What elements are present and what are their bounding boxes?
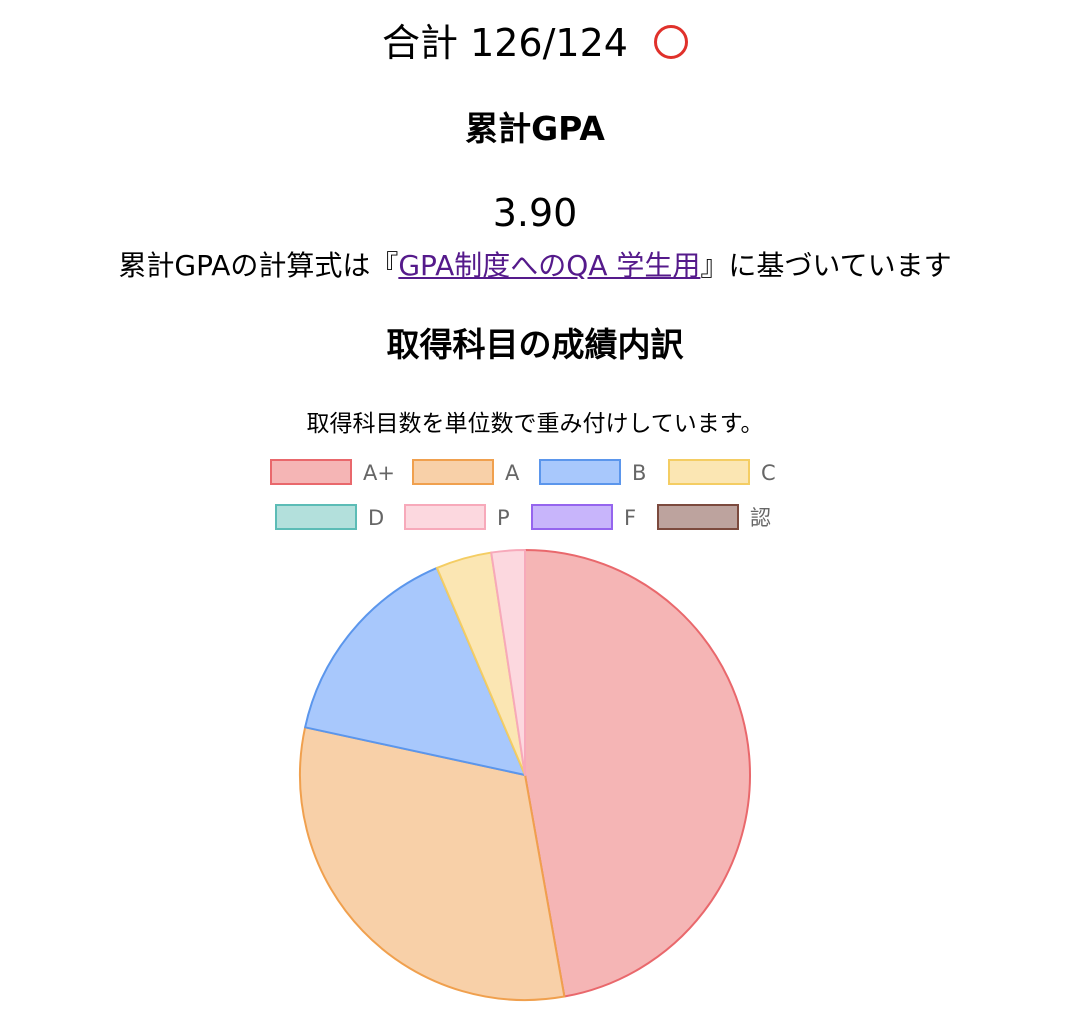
gpa-heading: 累計GPA — [465, 109, 605, 148]
legend-swatch-3[interactable] — [668, 459, 750, 485]
legend-label-7[interactable]: 認 — [750, 506, 771, 530]
legend-label-0[interactable]: A+ — [363, 461, 395, 485]
legend-label-5[interactable]: P — [497, 506, 510, 530]
gpa-note-prefix: 累計GPAの計算式は『 — [118, 249, 399, 282]
legend-label-1[interactable]: A — [505, 461, 520, 485]
legend-swatch-7[interactable] — [657, 504, 739, 530]
legend-swatch-4[interactable] — [275, 504, 357, 530]
pass-circle-icon — [654, 24, 689, 59]
legend-swatch-6[interactable] — [531, 504, 613, 530]
chart-subtitle: 取得科目数を単位数で重み付けしています。 — [306, 411, 764, 437]
legend-swatch-5[interactable] — [404, 504, 486, 530]
gpa-qa-link[interactable]: GPA制度へのQA 学生用 — [398, 249, 701, 282]
gpa-value: 3.90 — [492, 191, 578, 235]
credit-total-label: 合計 — [381, 21, 458, 65]
grade-pie-chart: A+ A B C D P F 認 — [270, 459, 776, 1001]
legend-swatch-1[interactable] — [412, 459, 494, 485]
legend-label-3[interactable]: C — [761, 461, 776, 485]
pie-slice-5[interactable] — [490, 549, 526, 776]
gpa-note-suffix: 』に基づいています — [700, 249, 952, 282]
legend-swatch-2[interactable] — [539, 459, 621, 485]
legend-label-2[interactable]: B — [632, 461, 646, 485]
credit-total-value: 126/124 — [470, 21, 628, 65]
gpa-note: 累計GPAの計算式は『GPA制度へのQA 学生用』に基づいています — [0, 246, 1070, 286]
legend-label-6[interactable]: F — [624, 506, 636, 530]
legend-label-4[interactable]: D — [368, 506, 384, 530]
chart-legend: A+ A B C D P F 認 — [270, 459, 776, 530]
breakdown-heading: 取得科目の成績内訳 — [386, 325, 684, 364]
credit-total: 合計 126/124 — [0, 18, 1070, 68]
pie-slice-1[interactable] — [299, 726, 566, 1001]
pie-slices — [299, 549, 751, 1001]
legend-swatch-0[interactable] — [270, 459, 352, 485]
pie-slice-0[interactable] — [524, 549, 751, 998]
pie-slice-2[interactable] — [304, 566, 526, 776]
